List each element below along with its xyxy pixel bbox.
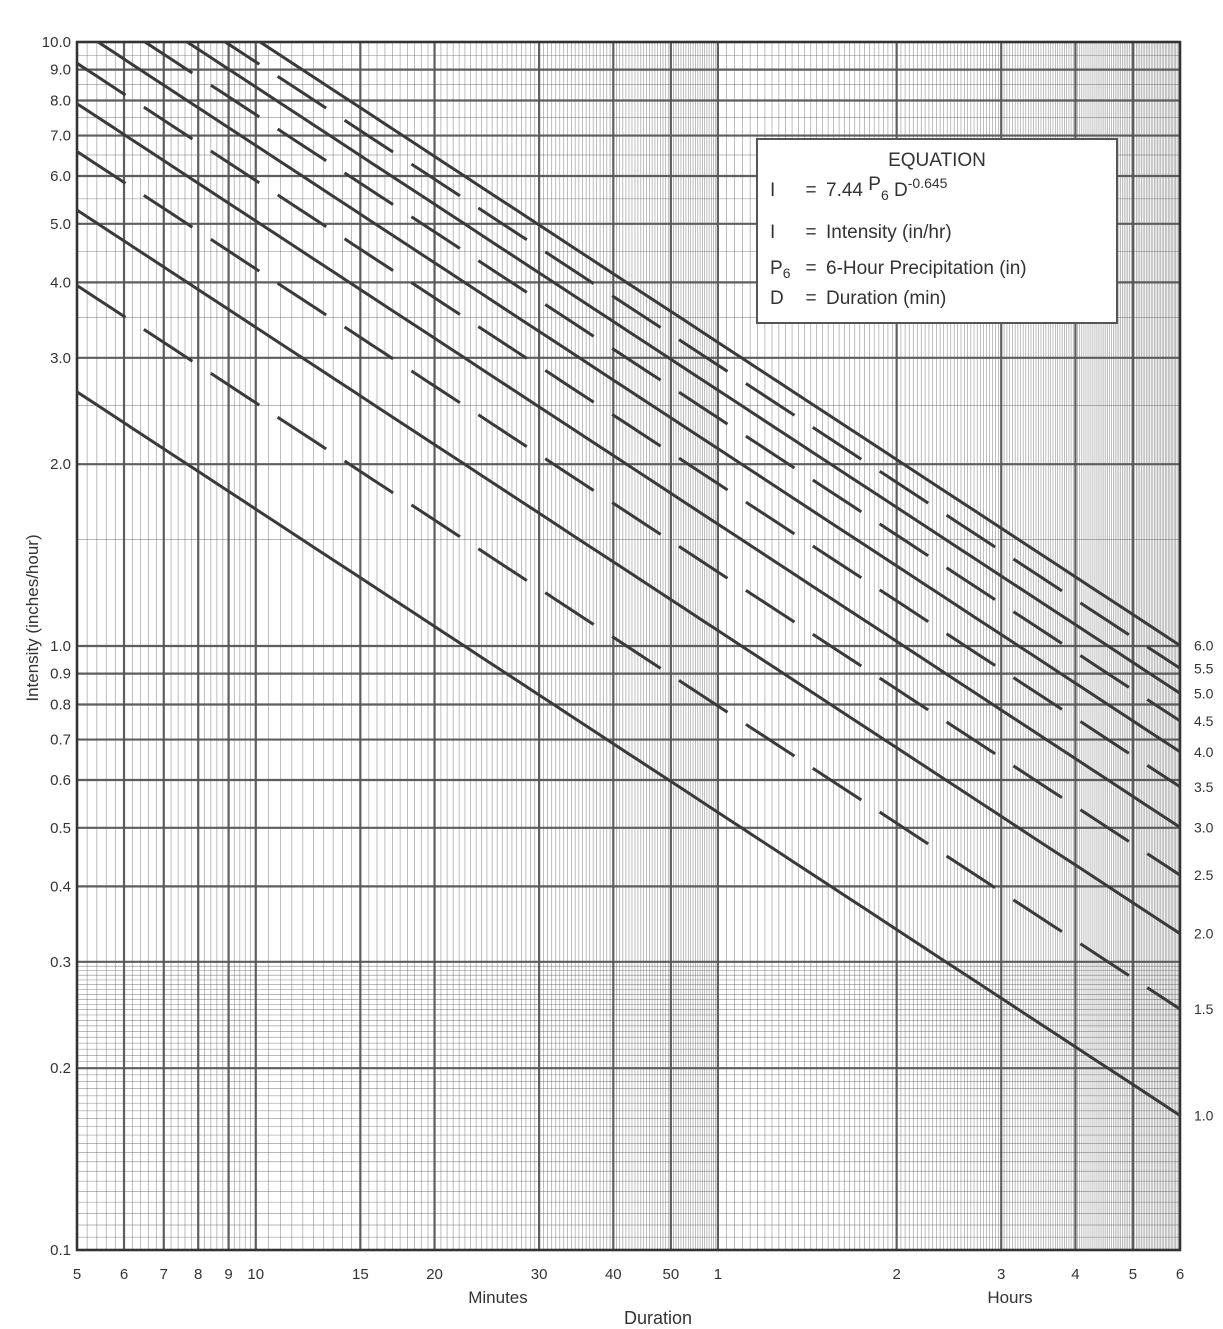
grid-lines <box>75 40 1182 1252</box>
x-tick-label: 20 <box>426 1266 443 1283</box>
x-tick-label: 8 <box>194 1266 202 1283</box>
precip-symbol-subscript: 6 <box>782 265 791 281</box>
precip-symbol-letter: P <box>770 258 783 279</box>
curve-end-label: 2.5 <box>1194 867 1214 883</box>
curve-end-label: 4.0 <box>1194 744 1214 760</box>
x-tick-label: 7 <box>160 1266 168 1283</box>
minutes-group-label: Minutes <box>468 1288 528 1307</box>
curve-end-label: 3.0 <box>1194 819 1214 835</box>
curve-p6-2-0 <box>77 208 1180 935</box>
y-tick-label: 1.0 <box>50 638 71 655</box>
equation-box: EQUATION I = 7.44 P6 D-0.645 I = Intensity (… <box>756 138 1118 324</box>
curve-p6-4-0 <box>95 42 1180 754</box>
x-tick-label: 40 <box>605 1266 622 1283</box>
formula-equals: = <box>805 180 817 201</box>
x-axis-title: Duration <box>624 1308 692 1328</box>
formula-coefficient: 7.44 <box>826 180 863 201</box>
formula-exponent: -0.645 <box>907 175 948 191</box>
curve-end-label: 1.5 <box>1194 1001 1214 1017</box>
y-tick-label: 0.6 <box>50 772 71 789</box>
y-tick-label: 9.0 <box>50 62 71 79</box>
formula-p: P <box>868 174 881 195</box>
curve-end-label: 1.0 <box>1194 1107 1214 1123</box>
equation-precip-row: P6 = 6-Hour Precipitation (in) <box>770 258 1027 281</box>
curve-end-label: 5.0 <box>1194 685 1214 701</box>
equation-title: EQUATION <box>888 150 986 171</box>
curve-p6-6-0 <box>257 42 1180 647</box>
curve-end-label: 4.5 <box>1194 713 1214 729</box>
equation-duration-row: D = Duration (min) <box>770 288 946 310</box>
x-tick-label: 30 <box>531 1266 548 1283</box>
x-tick-label: 2 <box>892 1266 900 1283</box>
y-tick-label: 0.2 <box>50 1060 71 1077</box>
equation-formula-row: I = 7.44 P6 D-0.645 <box>770 174 947 203</box>
y-tick-label: 6.0 <box>50 168 71 185</box>
duration-definition: Duration (min) <box>826 288 947 309</box>
y-tick-label: 7.0 <box>50 128 71 145</box>
curve-p6-4-5 <box>142 42 1180 723</box>
y-tick-label: 10.0 <box>42 34 71 51</box>
curve-end-label: 5.5 <box>1194 660 1214 676</box>
duration-symbol: D <box>770 288 784 309</box>
y-tick-label: 3.0 <box>50 350 71 367</box>
curve-p6-3-0 <box>77 102 1180 829</box>
curve-p6-1-5 <box>77 284 1180 1011</box>
x-tick-label: 15 <box>352 1266 369 1283</box>
curve-p6-3-5 <box>77 62 1180 789</box>
intensity-symbol: I <box>770 222 776 243</box>
y-axis-title: Intensity (inches/hour) <box>23 534 42 701</box>
precip-definition: 6-Hour Precipitation (in) <box>826 258 1027 279</box>
intensity-definition: Intensity (in/hr) <box>826 222 952 243</box>
formula-p-subscript: 6 <box>880 187 889 203</box>
precip-equals: = <box>805 258 817 279</box>
curve-end-label: 6.0 <box>1194 637 1214 653</box>
duration-equals: = <box>805 288 817 309</box>
curve-p6-5-5 <box>222 42 1180 670</box>
x-tick-label: 5 <box>1129 1266 1137 1283</box>
y-tick-label: 0.9 <box>50 666 71 683</box>
hours-group-label: Hours <box>987 1288 1032 1307</box>
x-tick-label: 50 <box>663 1266 680 1283</box>
y-tick-label: 8.0 <box>50 93 71 110</box>
x-tick-label: 6 <box>120 1266 128 1283</box>
curves <box>77 42 1180 1117</box>
intensity-equals: = <box>805 222 817 243</box>
precip-symbol: P6 <box>770 258 796 281</box>
curve-p6-1-0 <box>77 390 1180 1117</box>
curve-p6-2-5 <box>77 150 1180 877</box>
y-tick-label: 0.8 <box>50 697 71 714</box>
curve-p6-5-0 <box>184 42 1180 695</box>
formula-symbol: I <box>770 180 776 201</box>
x-tick-label: 1 <box>714 1266 722 1283</box>
y-tick-label: 0.3 <box>50 954 71 971</box>
y-tick-label: 0.7 <box>50 732 71 749</box>
x-tick-label: 5 <box>73 1266 81 1283</box>
formula-d: D <box>894 180 908 201</box>
equation-intensity-row: I = Intensity (in/hr) <box>770 222 952 244</box>
x-tick-label: 6 <box>1176 1266 1184 1283</box>
plot-frame <box>75 40 1182 1252</box>
y-tick-label: 5.0 <box>50 216 71 233</box>
x-tick-label: 9 <box>224 1266 232 1283</box>
y-tick-label: 0.1 <box>50 1242 71 1259</box>
curve-end-label: 2.0 <box>1194 926 1214 942</box>
y-tick-label: 0.5 <box>50 820 71 837</box>
y-tick-label: 0.4 <box>50 878 71 895</box>
curve-end-label: 3.5 <box>1194 779 1214 795</box>
x-tick-label: 4 <box>1071 1266 1079 1283</box>
x-tick-label: 3 <box>997 1266 1005 1283</box>
y-tick-label: 2.0 <box>50 456 71 473</box>
y-tick-label: 4.0 <box>50 274 71 291</box>
x-tick-label: 10 <box>247 1266 264 1283</box>
